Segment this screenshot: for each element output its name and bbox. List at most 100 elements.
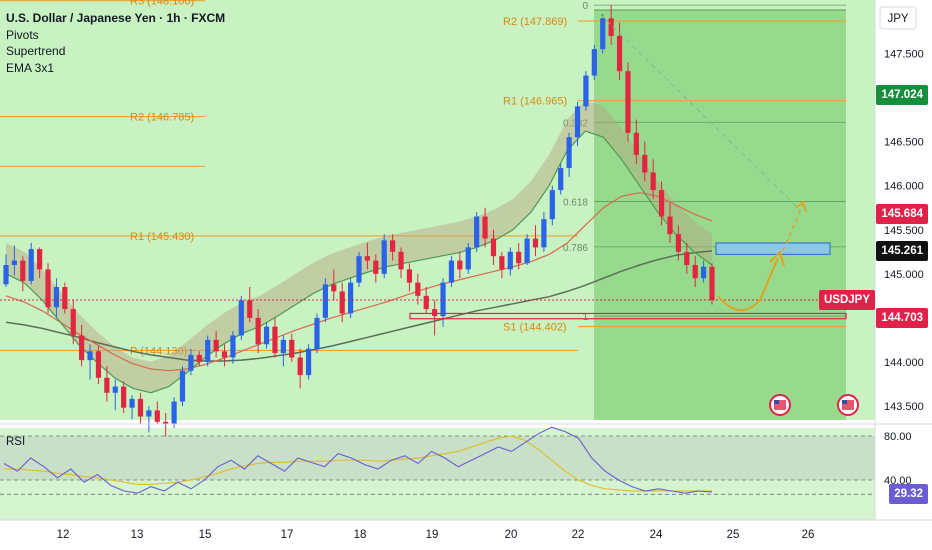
candle[interactable] <box>516 242 522 270</box>
candle[interactable] <box>347 278 354 318</box>
candle[interactable] <box>406 263 413 292</box>
drawings-layer[interactable] <box>0 13 859 416</box>
candle[interactable] <box>364 242 371 270</box>
candle[interactable] <box>650 159 656 199</box>
candle[interactable] <box>625 62 631 142</box>
candle[interactable] <box>667 203 673 243</box>
candle[interactable] <box>658 181 665 226</box>
candle[interactable] <box>448 256 455 288</box>
candle[interactable] <box>490 229 497 265</box>
indicator-pivots[interactable]: Pivots <box>6 27 39 42</box>
candle[interactable] <box>146 405 152 433</box>
candle[interactable] <box>297 348 303 389</box>
candle[interactable] <box>263 322 270 349</box>
candle[interactable] <box>87 344 93 380</box>
candle[interactable] <box>499 251 505 279</box>
candle[interactable] <box>474 212 480 252</box>
candle[interactable] <box>709 263 715 305</box>
candle[interactable] <box>213 331 219 358</box>
support-zone[interactable] <box>409 312 847 320</box>
candle[interactable] <box>339 282 345 323</box>
candle[interactable] <box>608 5 614 45</box>
candle[interactable] <box>541 212 547 252</box>
candle[interactable] <box>230 331 236 364</box>
indicator-ema[interactable]: EMA 3x1 <box>6 60 55 75</box>
candle[interactable] <box>3 254 9 288</box>
candles-layer[interactable] <box>3 5 715 437</box>
candle[interactable] <box>574 102 581 147</box>
candle[interactable] <box>112 379 118 411</box>
candle[interactable] <box>482 207 488 248</box>
candle[interactable] <box>221 344 228 367</box>
candle[interactable] <box>154 401 160 424</box>
candle[interactable] <box>390 234 396 261</box>
candle[interactable] <box>37 247 43 279</box>
candle[interactable] <box>70 300 76 345</box>
chart-legend[interactable]: U.S. Dollar / Japanese Yen · 1h · FXCM P… <box>6 10 225 76</box>
resistance-zone[interactable] <box>715 242 831 256</box>
candle[interactable] <box>53 278 60 318</box>
candle[interactable] <box>583 71 589 111</box>
us-flag-event-icon[interactable] <box>769 394 791 416</box>
candle[interactable] <box>532 225 539 257</box>
candle[interactable] <box>121 381 127 413</box>
candle[interactable] <box>247 287 253 323</box>
candle[interactable] <box>305 344 312 380</box>
rsi-pane[interactable] <box>0 428 875 520</box>
candle[interactable] <box>104 366 110 402</box>
target-box[interactable] <box>594 10 846 420</box>
candle[interactable] <box>79 324 85 367</box>
candle[interactable] <box>272 317 278 358</box>
candle[interactable] <box>616 22 623 80</box>
candle[interactable] <box>28 242 34 285</box>
symbol-title[interactable]: U.S. Dollar / Japanese Yen · 1h · FXCM <box>6 11 226 25</box>
candle[interactable] <box>137 392 144 424</box>
candle[interactable] <box>314 313 320 354</box>
candle[interactable] <box>549 185 555 226</box>
candle[interactable] <box>398 247 404 279</box>
candle[interactable] <box>591 44 597 80</box>
currency-button[interactable]: JPY <box>879 6 917 30</box>
candle[interactable] <box>255 309 261 354</box>
candle[interactable] <box>566 132 572 177</box>
candle[interactable] <box>700 260 707 283</box>
candle[interactable] <box>62 282 68 314</box>
candle[interactable] <box>20 256 26 292</box>
trend-line[interactable] <box>599 13 801 211</box>
candle[interactable] <box>171 397 177 428</box>
candle[interactable] <box>642 141 648 182</box>
candle[interactable] <box>129 395 135 420</box>
candle[interactable] <box>524 234 530 265</box>
candle[interactable] <box>163 412 169 437</box>
candle[interactable] <box>558 163 564 195</box>
candle[interactable] <box>457 251 463 279</box>
candle[interactable] <box>205 335 211 367</box>
candle[interactable] <box>432 300 438 336</box>
candle[interactable] <box>423 287 429 314</box>
projection-path[interactable] <box>717 257 779 311</box>
candle[interactable] <box>196 351 202 367</box>
candle[interactable] <box>373 254 379 283</box>
candle[interactable] <box>179 366 186 406</box>
candle[interactable] <box>692 256 698 288</box>
candle[interactable] <box>381 234 387 279</box>
candle[interactable] <box>684 242 690 274</box>
candle[interactable] <box>356 251 362 288</box>
us-flag-event-icon[interactable] <box>837 394 859 416</box>
candle[interactable] <box>289 333 295 362</box>
candle[interactable] <box>11 245 18 276</box>
candle[interactable] <box>238 295 244 340</box>
indicator-supertrend[interactable]: Supertrend <box>6 44 66 58</box>
candle[interactable] <box>188 348 194 376</box>
candle[interactable] <box>600 13 606 54</box>
projection-dashed[interactable] <box>779 203 804 259</box>
candle[interactable] <box>633 119 639 164</box>
candle[interactable] <box>465 242 471 274</box>
candle[interactable] <box>331 269 337 301</box>
candle[interactable] <box>95 346 102 384</box>
candle[interactable] <box>280 335 286 367</box>
candle[interactable] <box>45 263 51 314</box>
candle[interactable] <box>507 247 513 276</box>
candle[interactable] <box>675 225 681 261</box>
